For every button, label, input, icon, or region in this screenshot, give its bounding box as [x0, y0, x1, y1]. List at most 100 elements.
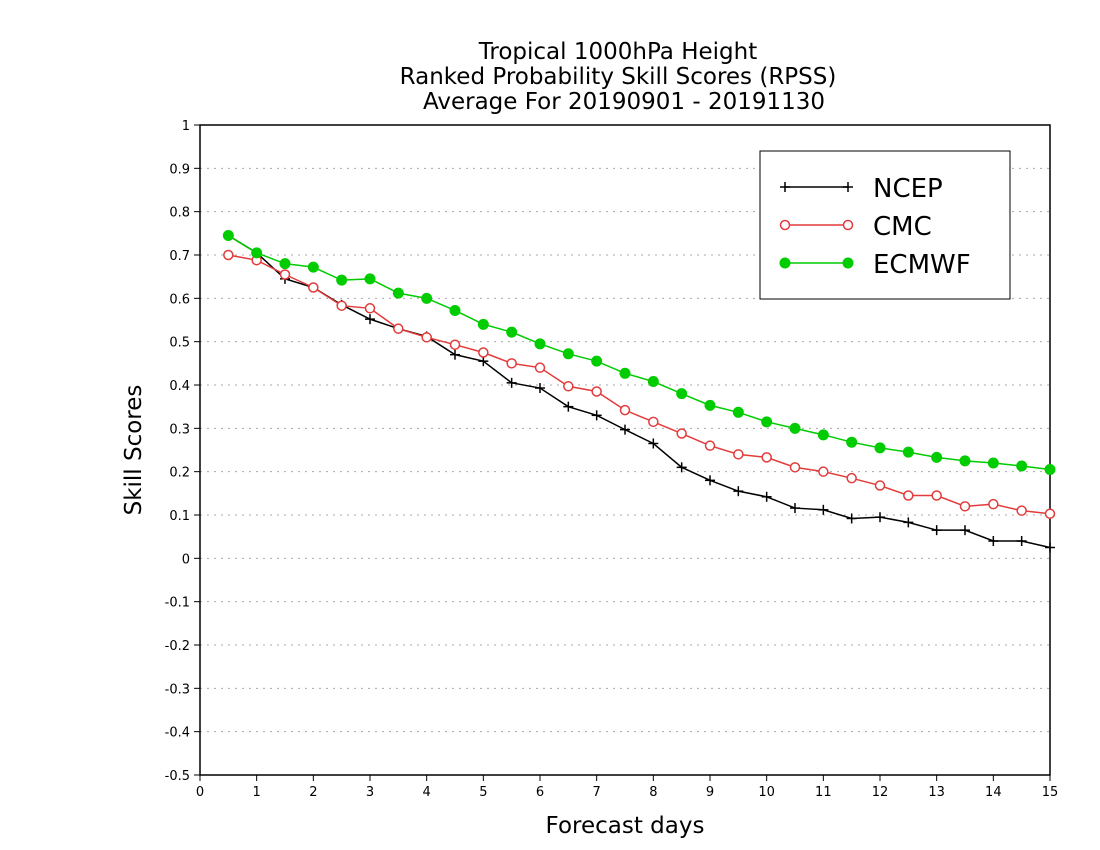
- data-point: [336, 274, 348, 286]
- data-point: [676, 462, 687, 473]
- y-tick-label: 0.1: [169, 509, 190, 524]
- data-point: [1044, 508, 1056, 519]
- data-point: [988, 536, 999, 546]
- y-tick-label: -0.3: [165, 682, 190, 697]
- data-point: [732, 406, 744, 418]
- data-point: [393, 323, 404, 334]
- x-tick-label: 13: [928, 785, 945, 800]
- data-point: [535, 383, 545, 394]
- data-point: [364, 273, 376, 285]
- y-tick-label: -0.1: [165, 596, 190, 611]
- x-tick-label: 6: [536, 785, 544, 800]
- data-point: [392, 287, 404, 299]
- data-point: [676, 428, 687, 439]
- data-point: [817, 429, 829, 441]
- data-point: [1016, 460, 1028, 472]
- legend-item-ncep: NCEP: [780, 174, 943, 204]
- y-tick-label: 0.2: [169, 466, 190, 481]
- data-point: [987, 457, 999, 469]
- x-tick-label: 0: [196, 785, 204, 800]
- data-point: [563, 401, 574, 412]
- data-series: [222, 230, 1056, 553]
- data-point: [903, 490, 914, 501]
- data-point: [818, 504, 829, 515]
- data-point: [279, 269, 291, 280]
- data-point: [365, 314, 375, 325]
- data-point: [619, 367, 631, 379]
- x-tick-label: 5: [479, 785, 487, 800]
- data-point: [534, 338, 546, 350]
- data-point: [534, 362, 546, 373]
- series-line: [227, 234, 1051, 549]
- y-tick-label: -0.2: [165, 639, 190, 654]
- data-point: [421, 332, 432, 343]
- data-point: [959, 455, 971, 467]
- data-point: [364, 303, 376, 314]
- data-point: [1016, 536, 1027, 546]
- data-point: [620, 424, 630, 435]
- data-point: [591, 355, 603, 367]
- x-tick-label: 1: [253, 785, 261, 800]
- data-point: [704, 440, 716, 451]
- data-point: [336, 300, 347, 311]
- data-point: [506, 377, 517, 388]
- data-point: [449, 339, 461, 350]
- data-point: [676, 388, 688, 400]
- data-point: [931, 451, 943, 463]
- x-tick-label: 15: [1042, 785, 1059, 800]
- y-tick-label: 0.9: [169, 162, 190, 177]
- x-tick-label: 14: [985, 785, 1002, 800]
- data-point: [931, 525, 942, 536]
- y-tick-label: -0.5: [165, 769, 190, 784]
- axes: -0.5 -0.4 -0.3 -0.2 -0.1 0 0.1 0.2 0.3 0.4 0.5 0.6 0…: [165, 119, 1059, 800]
- data-point: [843, 182, 853, 192]
- data-point: [842, 219, 854, 231]
- data-point: [308, 282, 319, 293]
- y-tick-label: 0.3: [169, 422, 190, 437]
- data-point: [591, 386, 602, 397]
- data-point: [761, 416, 773, 428]
- legend-label: NCEP: [873, 174, 943, 204]
- data-point: [450, 349, 460, 360]
- y-tick-label: 0.7: [169, 249, 190, 264]
- data-point: [780, 182, 790, 192]
- data-point: [818, 466, 829, 477]
- data-point: [478, 356, 489, 367]
- data-point: [421, 292, 433, 304]
- data-point: [790, 503, 800, 514]
- legend-item-cmc: CMC: [779, 212, 932, 242]
- data-point: [506, 358, 517, 369]
- y-tick-label: 0.8: [169, 206, 190, 221]
- x-tick-label: 11: [815, 785, 832, 800]
- data-point: [251, 247, 263, 259]
- data-point: [1045, 542, 1055, 553]
- y-tick-label: 0.6: [169, 292, 190, 307]
- data-point: [779, 219, 791, 231]
- data-point: [307, 261, 319, 273]
- x-axis-label: Forecast days: [546, 813, 705, 839]
- legend-label: ECMWF: [873, 250, 971, 280]
- data-point: [648, 438, 659, 449]
- series-ecmwf: [222, 230, 1056, 475]
- y-tick-label: 0.5: [169, 336, 190, 351]
- data-point: [733, 449, 744, 460]
- data-point: [733, 486, 744, 497]
- data-point: [279, 258, 291, 270]
- data-point: [223, 249, 234, 261]
- plot-frame: [199, 124, 1051, 776]
- series-ncep: [223, 230, 1055, 553]
- legend-label: CMC: [873, 212, 932, 242]
- legend: NCEP CMC ECMWF: [759, 150, 1011, 300]
- y-tick-label: 0.4: [169, 379, 190, 394]
- data-point: [761, 491, 772, 502]
- series-cmc: [223, 249, 1056, 519]
- y-tick-label: 1: [182, 119, 190, 134]
- data-point: [478, 347, 489, 358]
- data-point: [619, 404, 631, 416]
- x-tick-label: 7: [593, 785, 601, 800]
- data-point: [222, 230, 234, 241]
- data-point: [903, 517, 914, 528]
- data-point: [846, 436, 858, 448]
- x-tick-label: 4: [423, 785, 431, 800]
- y-tick-label: -0.4: [165, 726, 190, 741]
